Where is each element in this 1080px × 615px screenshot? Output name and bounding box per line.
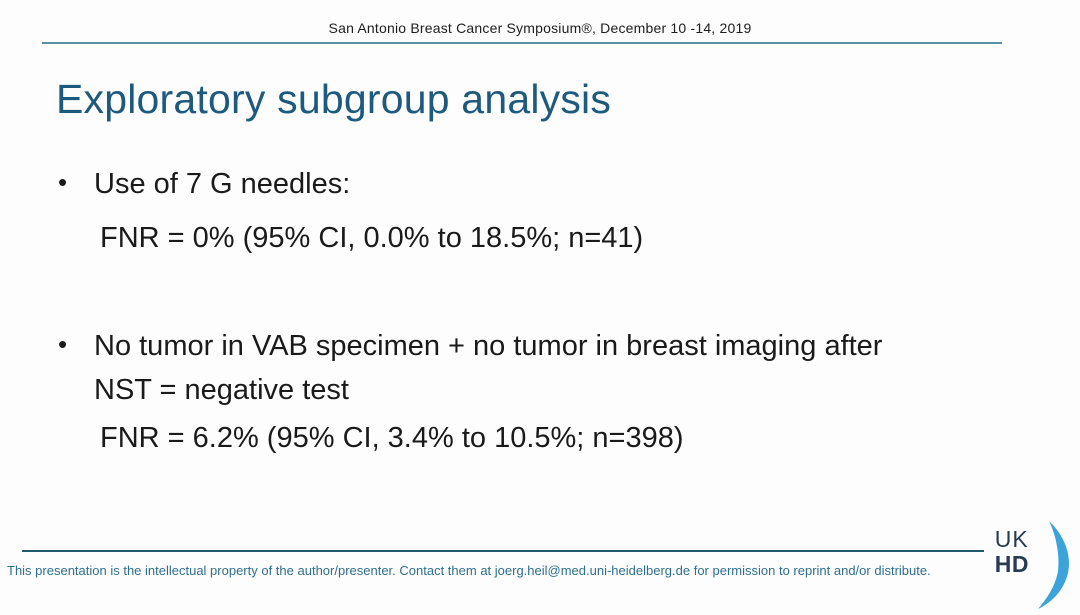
bullet-marker: • [58, 329, 68, 359]
bullet-text: No tumor in VAB specimen + no tumor in b… [94, 324, 1034, 412]
footer-disclaimer: This presentation is the intellectual pr… [7, 563, 931, 578]
logo-swoosh-shape [1038, 521, 1070, 609]
header-divider [42, 42, 1002, 44]
ukhd-logo-text: UK HD [994, 526, 1029, 577]
bullet-marker: • [58, 167, 68, 197]
bullet-text-line-2: NST = negative test [94, 374, 349, 406]
bullet-text: Use of 7 G needles: [94, 168, 351, 200]
fnr-line-no-tumor: FNR = 6.2% (95% CI, 3.4% to 10.5%; n=398… [100, 422, 684, 454]
logo-line-hd: HD [994, 551, 1029, 577]
fnr-line-needles: FNR = 0% (95% CI, 0.0% to 18.5%; n=41) [100, 222, 644, 254]
footer-divider [22, 550, 984, 552]
ukhd-logo: UK HD [995, 521, 1072, 609]
bullet-item-needles: • Use of 7 G needles: [58, 162, 1034, 206]
symposium-header-text: San Antonio Breast Cancer Symposium®, De… [328, 20, 752, 36]
logo-line-uk: UK [994, 526, 1029, 552]
slide-title: Exploratory subgroup analysis [56, 76, 612, 122]
bullet-item-no-tumor: • No tumor in VAB specimen + no tumor in… [58, 324, 1034, 412]
bullet-text-line-1: No tumor in VAB specimen + no tumor in b… [94, 330, 883, 362]
logo-swoosh-icon [1038, 521, 1070, 609]
